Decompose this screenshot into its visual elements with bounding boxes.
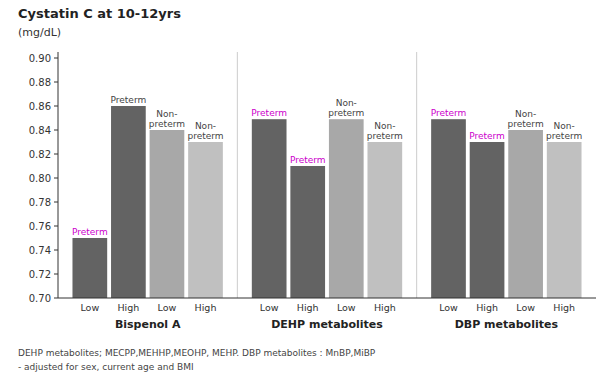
footnote: DEHP metabolites; MECPP,MEHHP,MEOHP, MEH…	[18, 348, 376, 358]
y-tick	[54, 274, 58, 275]
y-tick	[54, 58, 58, 59]
bar	[431, 119, 466, 298]
y-tick-label: 0.84	[29, 125, 51, 136]
y-tick-label: 0.82	[29, 149, 51, 160]
x-tick-label: Low	[158, 302, 177, 313]
group-divider	[237, 52, 238, 298]
y-tick-label: 0.72	[29, 269, 51, 280]
bar-annotation: Preterm	[251, 108, 287, 118]
bar-annotation: Preterm	[431, 108, 467, 118]
bar-annotation: Non-preterm	[508, 109, 544, 129]
group-label: Bispenol A	[115, 318, 181, 331]
y-tick	[54, 202, 58, 203]
y-axis-line	[58, 52, 59, 298]
x-tick-label: Low	[516, 302, 535, 313]
x-axis: Low High Low High Bispenol A Low High Low High DE…	[80, 302, 575, 331]
y-tick	[54, 130, 58, 131]
bar	[72, 238, 107, 298]
y-tick	[54, 298, 58, 299]
x-tick-label: High	[553, 302, 575, 313]
bar	[367, 142, 402, 298]
x-tick-label: Low	[337, 302, 356, 313]
y-tick	[54, 250, 58, 251]
x-tick-label: Low	[439, 302, 458, 313]
y-tick	[54, 178, 58, 179]
x-tick-label: High	[476, 302, 498, 313]
y-tick	[54, 106, 58, 107]
x-tick-label: High	[195, 302, 217, 313]
y-tick-label: 0.78	[29, 197, 51, 208]
footnote: - adjusted for sex, current age and BMI	[18, 362, 194, 372]
bars	[72, 106, 581, 298]
bar	[547, 142, 582, 298]
x-tick-label: Low	[260, 302, 279, 313]
bar	[252, 119, 287, 298]
bar-annotation: Non-preterm	[367, 121, 403, 141]
x-axis-line	[58, 298, 596, 299]
bar-annotation: Non-preterm	[187, 121, 223, 141]
bar	[329, 119, 364, 298]
bar	[150, 130, 185, 298]
chart: Cystatin C at 10-12yrs(mg/dL)0.700.720.7…	[0, 0, 608, 389]
x-tick-label: High	[374, 302, 396, 313]
bar-annotations: Preterm Preterm Preterm Preterm Preterm Prete…	[72, 95, 582, 237]
bar-annotation: Non-preterm	[546, 121, 582, 141]
bar	[111, 106, 146, 298]
y-tick-label: 0.90	[29, 53, 51, 64]
bar-annotation: Preterm	[111, 95, 147, 105]
y-tick-label: 0.74	[29, 245, 51, 256]
bar	[470, 142, 505, 298]
x-tick-label: Low	[80, 302, 99, 313]
group-divider	[416, 52, 417, 298]
bar-annotation: Non-preterm	[149, 109, 185, 129]
bar-annotation: Preterm	[290, 155, 326, 165]
bar	[290, 166, 325, 298]
group-label: DBP metabolites	[455, 318, 559, 331]
x-tick-label: High	[117, 302, 139, 313]
bar	[188, 142, 223, 298]
y-tick	[54, 226, 58, 227]
y-tick-label: 0.88	[29, 77, 51, 88]
y-tick-label: 0.80	[29, 173, 51, 184]
y-tick-label: 0.76	[29, 221, 51, 232]
y-axis-label: (mg/dL)	[18, 26, 61, 39]
y-tick-label: 0.70	[29, 293, 51, 304]
y-tick-label: 0.86	[29, 101, 51, 112]
y-tick	[54, 154, 58, 155]
bar-annotation: Preterm	[72, 227, 108, 237]
bar-annotation: Non-preterm	[328, 98, 364, 118]
x-tick-label: High	[297, 302, 319, 313]
y-tick	[54, 82, 58, 83]
bar	[508, 130, 543, 298]
group-label: DEHP metabolites	[271, 318, 383, 331]
y-axis: 0.70 0.72 0.74 0.76 0.78 0.80 0.82 0.84 0.86 0.88…	[29, 52, 58, 304]
title: Cystatin C at 10-12yrs	[18, 6, 181, 21]
bar-annotation: Preterm	[469, 131, 505, 141]
